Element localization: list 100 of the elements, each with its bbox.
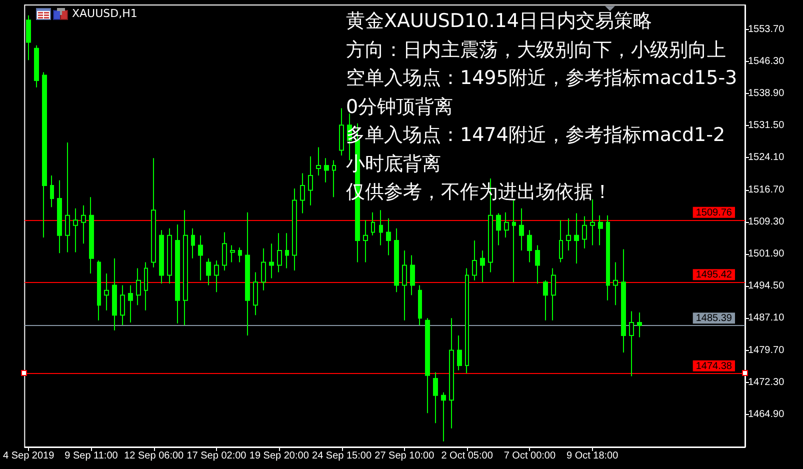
candlestick: [120, 284, 125, 326]
candlestick: [191, 228, 195, 259]
candlestick: [512, 200, 516, 283]
y-tick-label: 1464.90: [748, 408, 785, 420]
candlestick: [151, 158, 156, 268]
candlestick: [285, 232, 289, 269]
x-tick-label: 9 Oct 18:00: [566, 450, 619, 462]
candlestick: [198, 234, 203, 281]
candlestick: [175, 224, 180, 324]
y-tick-label: 1553.70: [748, 24, 785, 35]
y-tick-label: 1472.30: [748, 376, 785, 388]
candlestick: [214, 260, 219, 293]
x-tick-label: 4 Sep 2019: [2, 450, 55, 462]
candlestick: [26, 14, 31, 61]
candlestick: [206, 258, 211, 286]
y-tick-label: 1546.30: [748, 56, 785, 67]
candlestick: [379, 210, 383, 246]
candlestick: [371, 212, 375, 236]
candlestick: [465, 268, 469, 374]
candlestick: [42, 72, 47, 238]
candlestick: [433, 372, 438, 424]
candlestick: [418, 284, 422, 326]
candlestick: [167, 228, 172, 284]
candlestick: [136, 268, 141, 306]
candlestick: [34, 44, 39, 88]
y-tick-label: 1479.70: [748, 344, 785, 356]
candlestick: [629, 310, 634, 377]
candlestick: [81, 204, 86, 244]
annotation: 黄金XAUUSD10.14日日内交易策略: [346, 9, 653, 34]
ref-line-label: 1509.76: [696, 207, 732, 218]
candlestick: [613, 262, 618, 306]
candlestick: [277, 232, 282, 273]
candlestick: [308, 156, 313, 206]
candlestick: [253, 272, 258, 316]
candlestick: [128, 284, 133, 324]
x-tick-label: 27 Sep 10:00: [374, 450, 435, 462]
candlestick: [582, 216, 587, 249]
candlestick: [480, 250, 485, 283]
candlestick: [50, 174, 54, 208]
candlestick: [386, 218, 391, 256]
candlestick: [292, 188, 297, 271]
candlestick: [449, 318, 454, 429]
y-tick-label: 1531.50: [748, 120, 785, 132]
candlestick: [57, 180, 62, 254]
candlestick: [222, 232, 227, 271]
candlestick: [496, 212, 501, 246]
candlestick: [183, 210, 188, 326]
y-tick-label: 1538.90: [748, 88, 785, 99]
candlestick: [245, 212, 250, 336]
x-tick-label: 2 Oct 05:00: [441, 450, 494, 462]
candlestick: [425, 318, 430, 414]
candlestick: [504, 212, 509, 238]
candlestick: [574, 212, 579, 264]
candlestick: [269, 243, 274, 279]
candlestick: [527, 230, 532, 263]
candlestick: [230, 244, 235, 263]
candlestick: [97, 260, 101, 321]
x-tick-label: 12 Sep 06:00: [124, 450, 184, 462]
x-tick-label: 19 Sep 20:00: [249, 450, 310, 462]
candlestick: [332, 160, 336, 198]
candlestick: [519, 208, 524, 252]
candlestick: [324, 158, 329, 183]
candlestick: [300, 172, 305, 214]
ref-line-label: 1495.42: [696, 270, 732, 281]
y-tick-label: 1494.50: [748, 280, 785, 292]
candlestick: [551, 268, 556, 321]
y-tick-label: 1487.10: [748, 312, 785, 324]
candlestick: [363, 220, 368, 263]
candlestick: [339, 108, 344, 156]
annotation: 方向：日内主震荡，大级别向下，小级别向上: [346, 38, 727, 62]
candlestick: [159, 230, 164, 284]
y-tick-label: 1516.70: [748, 184, 785, 196]
candlestick: [543, 280, 548, 321]
candlestick: [89, 196, 94, 274]
candlestick: [598, 214, 603, 246]
x-tick-label: 17 Sep 02:00: [186, 450, 247, 462]
candlestick: [559, 220, 563, 263]
candlestick: [144, 262, 148, 311]
x-tick-label: 24 Sep 15:00: [312, 450, 372, 462]
candlestick: [410, 254, 415, 296]
y-tick-label: 1501.90: [748, 248, 785, 260]
candlestick: [65, 142, 70, 253]
x-tick-label: 9 Sep 11:00: [64, 450, 118, 462]
x-tick-label: 7 Oct 00:00: [504, 450, 556, 462]
chart-title: XAUUSD,H1: [72, 7, 138, 20]
candlestick: [441, 392, 446, 442]
candlestick: [394, 228, 399, 293]
candlestick: [472, 240, 477, 281]
candlestick: [73, 208, 78, 253]
annotation: 空单入场点：1495附近，参考指标macd15-30分钟顶背离: [346, 66, 738, 120]
candlestick: [566, 218, 571, 252]
candlestick: [535, 244, 540, 284]
candlestick: [261, 248, 266, 291]
candlestick: [606, 214, 610, 301]
y-tick-label: 1509.30: [748, 216, 785, 228]
candlestick: [238, 246, 242, 263]
ref-line-label: 1474.38: [696, 360, 732, 372]
candlestick: [112, 258, 117, 331]
candlestick: [457, 335, 462, 371]
candlestick: [621, 248, 626, 353]
